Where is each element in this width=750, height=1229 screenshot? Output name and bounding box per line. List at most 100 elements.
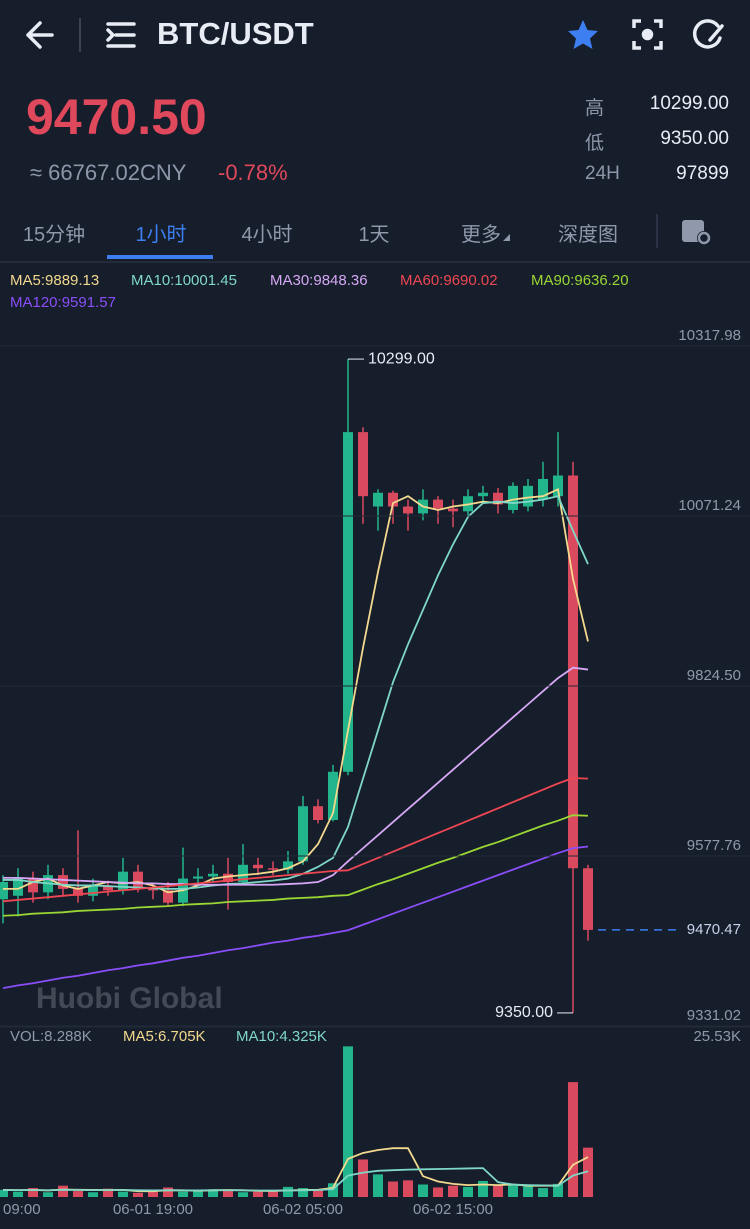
legend-entry: VOL:8.288K [10,1028,92,1045]
candle-body [553,475,563,497]
x-tick-label: 06-02 05:00 [263,1201,343,1218]
volume-bar [28,1188,38,1197]
tab[interactable]: 1天 [358,224,390,246]
ma-line [2,845,589,990]
x-tick-label: 09:00 [3,1201,41,1218]
back-button[interactable] [26,21,54,49]
volume-bar [478,1180,488,1197]
legend-entry: MA10:4.325K [236,1028,327,1045]
volume-bar [163,1187,173,1197]
y-tick-label: 9824.50 [687,667,741,684]
candle-body [403,506,413,514]
legend-entry: MA10:10001.45 [131,272,237,289]
menu-button[interactable] [106,22,136,48]
candle-body [388,492,398,507]
scan-button[interactable] [632,19,663,50]
volume-bar [358,1159,368,1197]
candle-body [193,876,203,879]
tab[interactable]: 更多 [461,224,501,246]
candle-body [208,873,218,877]
tab[interactable]: 15分钟 [22,224,86,246]
stat-value: 9350.00 [660,128,729,149]
ma-line [3,666,589,886]
volume-bar [43,1192,53,1197]
dropdown-arrow [503,234,510,241]
candle-body [0,882,8,900]
last-price-label: 9470.47 [687,921,741,938]
volume-ma-line [3,1167,589,1192]
candle-body [58,875,68,889]
volume-bar [553,1183,563,1197]
volume-bar [193,1191,203,1197]
volume-bar [298,1188,308,1197]
settings-button[interactable] [682,220,711,245]
x-tick-label: 06-02 15:00 [413,1201,493,1218]
volume-bar [568,1082,578,1197]
y-tick-label: 10317.98 [678,327,741,344]
volume-bar [223,1190,233,1197]
low-label: 9350.00 [495,1004,553,1021]
volume-bar [448,1185,458,1197]
volume-bar [178,1191,188,1197]
active-tab-underline [107,255,213,259]
candle-body [238,864,248,883]
tab[interactable]: 1小时 [135,224,187,246]
volume-bar [208,1189,218,1197]
candle-body [358,432,368,497]
last-price-box [678,917,746,942]
volume-bar [73,1191,83,1197]
volume-ma-line [2,1147,589,1193]
plot-area [0,359,593,1013]
favorite-star[interactable] [568,20,598,49]
candle-body [508,485,518,510]
candle-body [493,492,503,505]
tab[interactable]: 深度图 [558,224,618,246]
volume-bar [313,1189,323,1197]
candle-body [523,485,533,507]
candle-body [313,806,323,821]
tab[interactable]: 4小时 [241,224,293,246]
volume-bar [148,1190,158,1197]
candle-body [133,871,143,889]
volume-bar [538,1188,548,1197]
candle-body [223,873,233,883]
candle-body [568,475,578,869]
volume-bar [133,1192,143,1197]
stat-label: 24H [585,163,620,184]
candle-body [478,492,488,497]
y-tick-label: 9577.76 [687,837,741,854]
price-change: -0.78% [218,160,288,185]
stat-label: 低 [585,133,605,154]
candle-body [103,885,113,891]
candle-body [583,868,593,930]
refresh-button[interactable] [692,19,724,49]
stat-label: 高 [585,98,605,119]
watermark: Huobi Global [36,982,223,1015]
candle-body [73,888,83,896]
ma-line [2,777,589,903]
volume-bar [58,1185,68,1197]
legend-entry: MA120:9591.57 [10,294,116,311]
stat-value: 97899 [676,163,729,184]
y-tick-label: 9331.02 [687,1007,741,1024]
candle-body [343,432,353,772]
candle-body [328,771,338,821]
volume-bar [238,1192,248,1197]
volume-bar [343,1046,353,1197]
volume-bar [418,1184,428,1197]
volume-bar [13,1191,23,1197]
volume-bar [493,1185,503,1197]
volume-bar [0,1189,8,1197]
stat-value: 10299.00 [649,93,729,114]
candle-body [298,806,308,862]
candle-body [88,885,98,896]
candle-body [118,871,128,891]
volume-bar [583,1147,593,1197]
legend-entry: MA5:9889.13 [10,272,99,289]
legend-entry: MA90:9636.20 [531,272,629,289]
volume-bar [388,1181,398,1197]
candle-body [448,508,458,512]
header-icons [0,18,750,263]
volume-bar [283,1186,293,1197]
